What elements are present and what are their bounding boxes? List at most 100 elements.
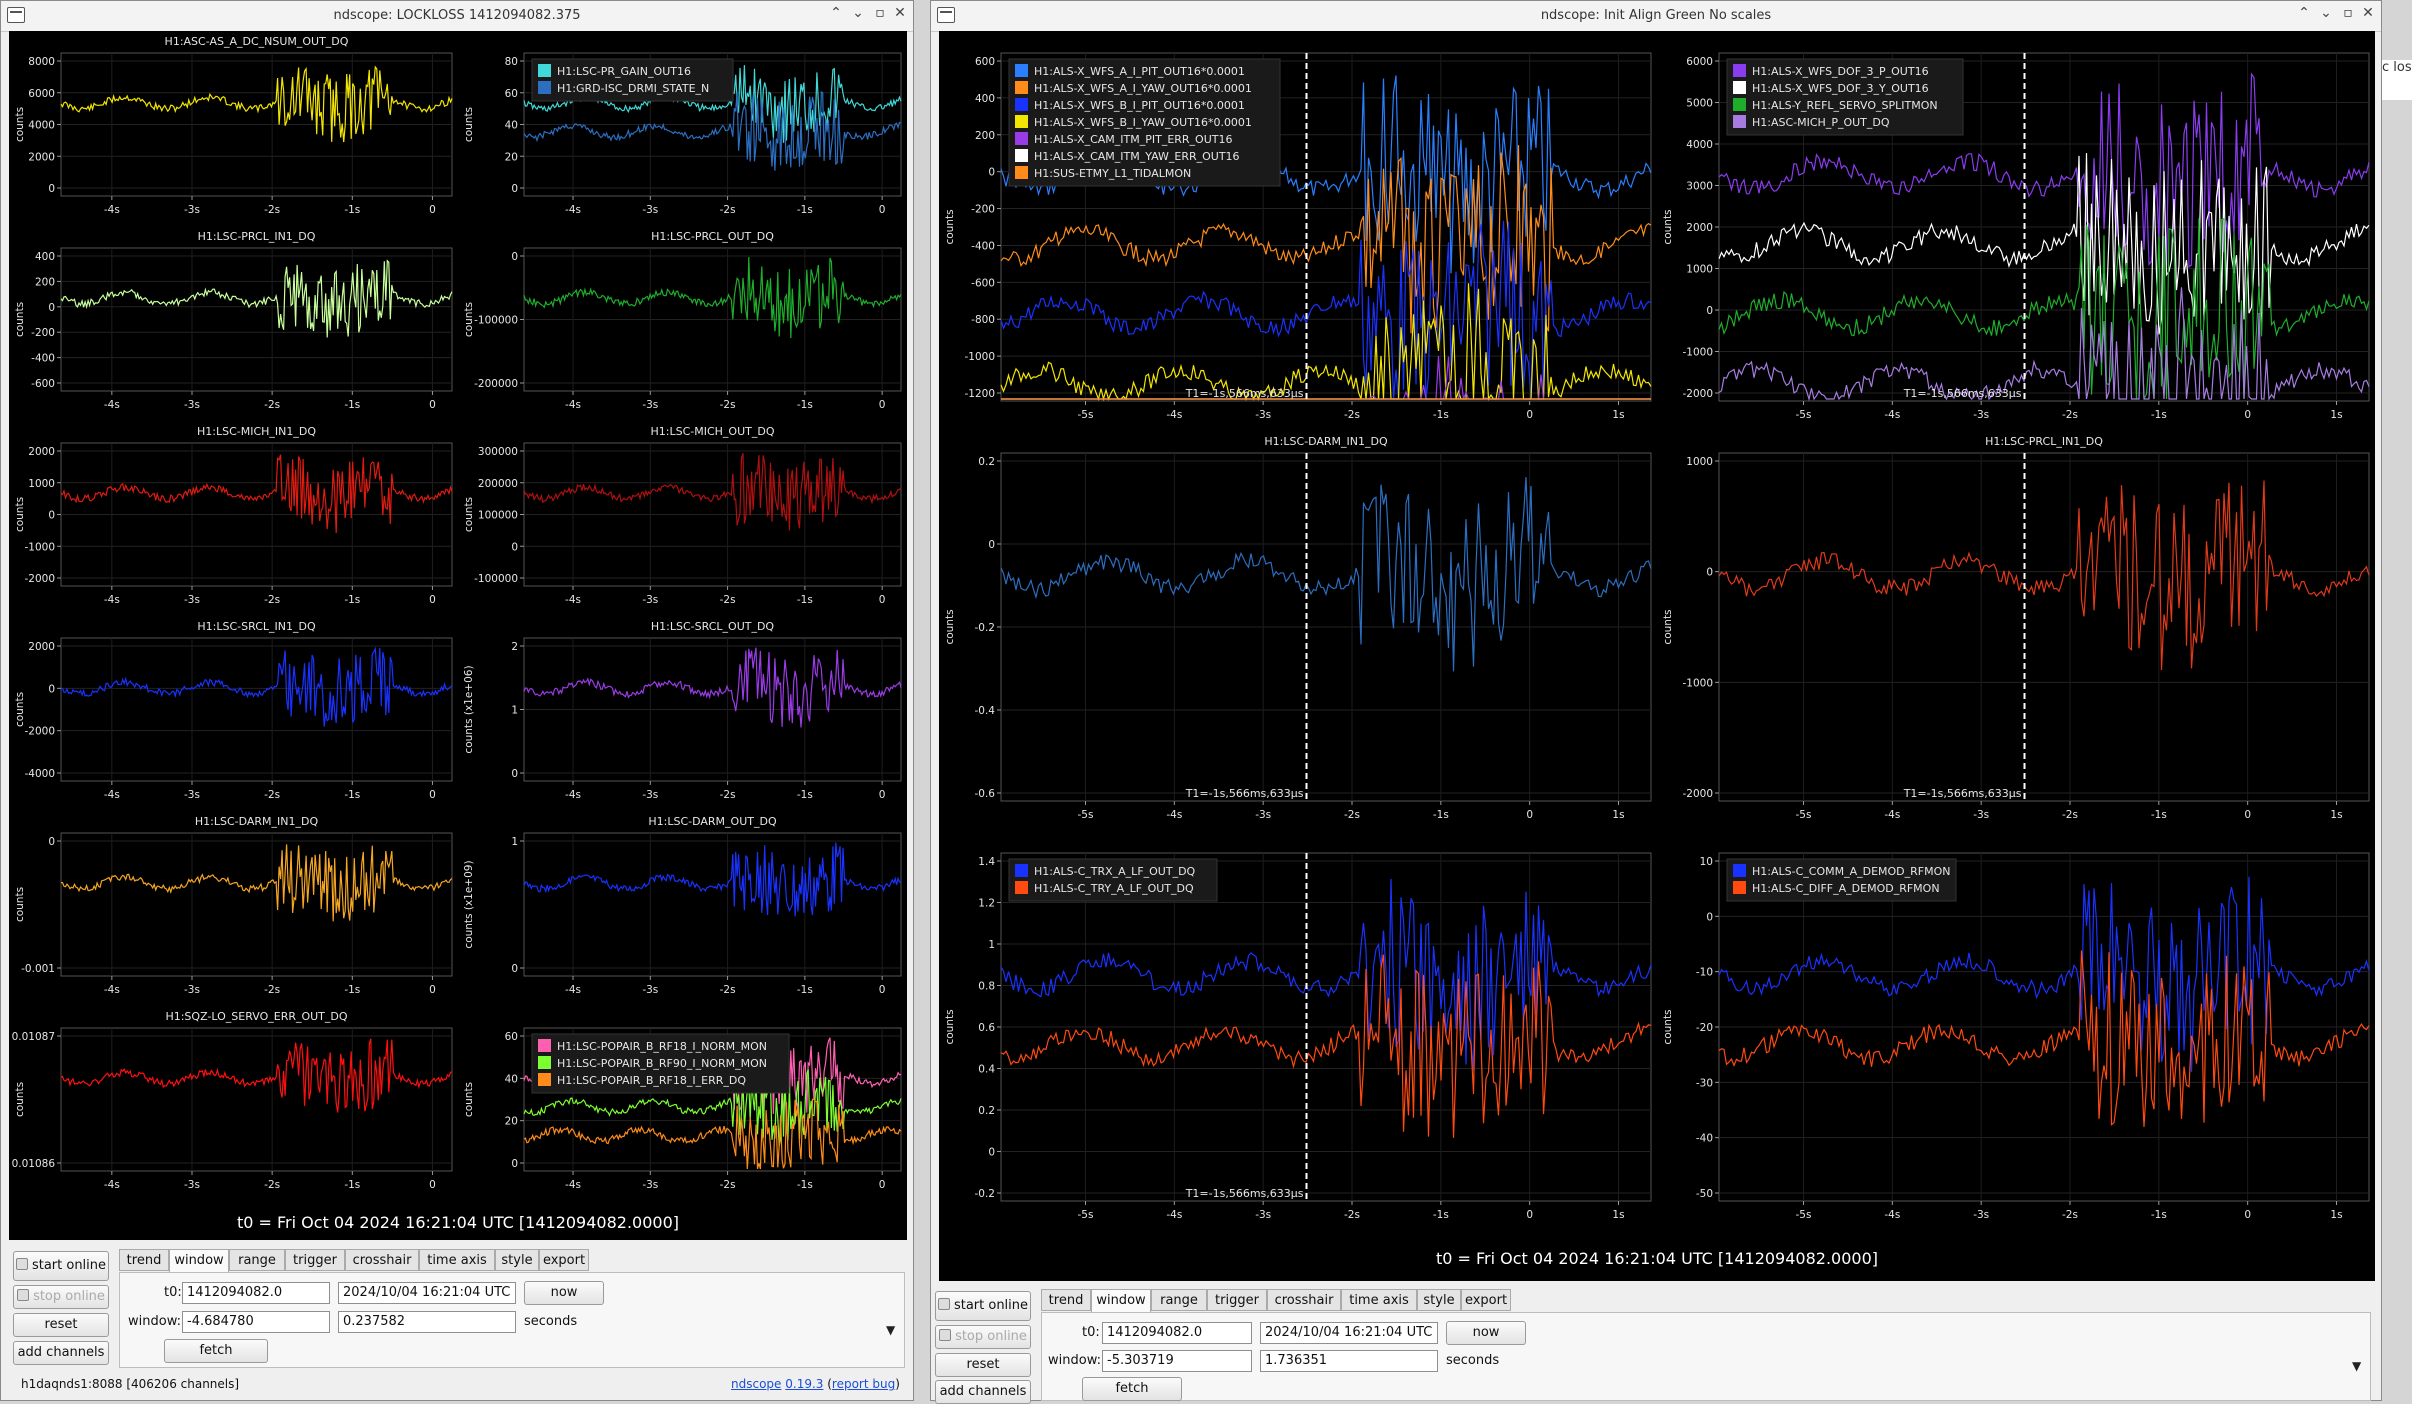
tab-export[interactable]: export [539,1249,589,1271]
report-bug-link[interactable]: report bug [831,1377,896,1391]
window-tab-panel: t0: 1412094082.0 2024/10/04 16:21:04 UTC… [1041,1312,2371,1401]
tab-trigger[interactable]: trigger [285,1249,345,1271]
window-titlebar[interactable]: ndscope: LOCKLOSS 1412094082.375 ⌃ ⌄ ▫ ✕ [1,1,913,32]
t0-gps-input[interactable]: 1412094082.0 [182,1282,330,1304]
plot-24[interactable]: 1.4 1.2 1 0.8 0.6 0.4 0.2 0 -0.2 -5s -4s -3s -2s -1s 0… [944,852,1652,1221]
stop-online-button[interactable]: stop online [13,1285,109,1309]
window-end-input[interactable]: 0.237582 [338,1311,516,1333]
add-channels-button[interactable]: add channels [935,1380,1031,1404]
legend-swatch [538,1039,551,1052]
tab-window[interactable]: window [1091,1289,1151,1313]
plot-22[interactable]: H1:LSC-DARM_IN1_DQ 0.2 0 -0.2 -0.4 -0.6 -5s -4s… [944,435,1652,821]
legend[interactable]: H1:ALS-C_TRX_A_LF_OUT_DQ H1:ALS-C_TRY_A_L… [1008,858,1218,902]
y-tick-label: -100000 [474,573,518,585]
t0-utc-input[interactable]: 2024/10/04 16:21:04 UTC [1260,1322,1438,1344]
tab-trend[interactable]: trend [1041,1289,1091,1311]
plot-8[interactable]: H1:LSC-DARM_IN1_DQ 0 -0.001 -4s -3s -2s -1s 0 co… [14,815,453,996]
plot-6[interactable]: H1:LSC-SRCL_IN1_DQ 2000 0 -2000 -4000 -4s -3s -… [14,620,453,801]
reset-button[interactable]: reset [13,1313,109,1337]
window-start-input[interactable]: -5.303719 [1102,1350,1252,1372]
plot-title: H1:ASC-AS_A_DC_NSUM_OUT_DQ [165,35,349,48]
t0-utc-input[interactable]: 2024/10/04 16:21:04 UTC [338,1282,516,1304]
maximize-icon[interactable]: ▫ [875,5,885,21]
x-tick-label: -2s [2062,809,2078,821]
plot-3[interactable]: H1:LSC-PRCL_OUT_DQ 0 -100000 -200000 -4s -3s -… [463,230,902,411]
legend[interactable]: H1:ALS-X_WFS_DOF_3_P_OUT16 H1:ALS-X_WFS_D… [1726,58,1964,136]
window-start-input[interactable]: -4.684780 [182,1311,330,1333]
tab-trend[interactable]: trend [119,1249,169,1271]
legend-swatch [1015,98,1028,111]
y-tick-label: -600 [31,378,55,390]
close-icon[interactable]: ✕ [2362,5,2374,21]
x-tick-label: 0 [429,594,436,606]
plot-9[interactable]: H1:LSC-DARM_OUT_DQ 1 0 -4s -3s -2s -1s 0 counts … [463,815,902,996]
plot-1[interactable]: 80 60 40 20 0 -4s -3s -2s -1s 0 counts H1:LSC-PR_GA… [463,52,902,216]
tab-range[interactable]: range [229,1249,285,1271]
y-axis-label: counts [14,497,26,532]
y-tick-label: 0 [511,251,518,263]
legend[interactable]: H1:ALS-X_WFS_A_I_PIT_OUT16*0.0001 H1:ALS-… [1008,58,1281,187]
plot-21[interactable]: 6000 5000 4000 3000 2000 1000 0 -1000 -2000 -5s -4… [1662,52,2370,421]
y-tick-label: 0.8 [978,981,995,993]
minimize-icon[interactable]: ⌄ [852,5,864,21]
start-online-button[interactable]: start online [935,1291,1031,1321]
x-tick-label: -5s [1796,1209,1812,1221]
window-tab-panel: t0: 1412094082.0 2024/10/04 16:21:04 UTC… [119,1272,905,1368]
minimize-icon[interactable]: ⌄ [2320,5,2332,21]
x-tick-label: -3s [1255,409,1271,421]
x-tick-label: -2s [264,984,280,996]
ndscope-link[interactable]: ndscope [731,1377,782,1391]
window-end-input[interactable]: 1.736351 [1260,1350,1438,1372]
stop-online-button[interactable]: stop online [935,1325,1031,1349]
now-button[interactable]: now [524,1281,604,1305]
close-icon[interactable]: ✕ [894,5,906,21]
chevron-down-icon[interactable]: ▼ [886,1323,896,1337]
plot-23[interactable]: H1:LSC-PRCL_IN1_DQ 1000 0 -1000 -2000 -5s -4s -… [1662,435,2370,821]
legend[interactable]: H1:LSC-PR_GAIN_OUT16 H1:GRD-ISC_DRMI_STAT… [531,58,734,102]
plot-grid[interactable]: H1:ASC-AS_A_DC_NSUM_OUT_DQ80006000400020… [9,31,907,1240]
plot-10[interactable]: H1:SQZ-LO_SERVO_ERR_OUT_DQ 0.01087 0.01086… [12,1010,453,1191]
fetch-button[interactable]: fetch [164,1339,268,1363]
plot-0[interactable]: H1:ASC-AS_A_DC_NSUM_OUT_DQ 8000 6000 4000 20… [14,35,453,216]
chevron-down-icon[interactable]: ▼ [2352,1359,2362,1373]
y-tick-label: 3000 [1686,181,1713,193]
legend-entry: H1:ALS-X_CAM_ITM_PIT_ERR_OUT16 [1034,133,1232,146]
plot-20[interactable]: 600 400 200 0 -200 -400 -600 -800 -1000 -1200 -5s -… [944,52,1652,421]
tab-range[interactable]: range [1151,1289,1207,1311]
tab-crosshair[interactable]: crosshair [345,1249,419,1271]
fetch-button[interactable]: fetch [1082,1377,1182,1401]
plot-4[interactable]: H1:LSC-MICH_IN1_DQ 2000 1000 0 -1000 -2000 -4s… [14,425,453,606]
now-button[interactable]: now [1446,1321,1526,1345]
plot-2[interactable]: H1:LSC-PRCL_IN1_DQ 400 200 0 -200 -400 -600 -4s… [14,230,453,411]
y-tick-label: 300000 [478,446,518,458]
tab-crosshair[interactable]: crosshair [1267,1289,1341,1311]
tab-time-axis[interactable]: time axis [1341,1289,1417,1311]
tab-style[interactable]: style [1417,1289,1461,1311]
legend[interactable]: H1:LSC-POPAIR_B_RF18_I_NORM_MON H1:LSC-PO… [531,1033,790,1094]
help-icon[interactable]: ⌃ [830,5,842,21]
reset-button[interactable]: reset [935,1353,1031,1377]
add-channels-button[interactable]: add channels [13,1341,109,1365]
plot-25[interactable]: 10 0 -10 -20 -30 -40 -50 -5s -4s -3s -2s -1s 0 1s coun… [1662,852,2370,1221]
trace-line [60,844,453,922]
x-tick-label: -4s [104,399,120,411]
y-tick-label: 80 [505,56,518,68]
tab-window[interactable]: window [169,1249,229,1273]
t0-gps-input[interactable]: 1412094082.0 [1102,1322,1252,1344]
plot-5[interactable]: H1:LSC-MICH_OUT_DQ 300000 200000 100000 0 -10… [463,425,902,606]
legend[interactable]: H1:ALS-C_COMM_A_DEMOD_RFMON H1:ALS-C_DIFF… [1726,858,1957,902]
tab-trigger[interactable]: trigger [1207,1289,1267,1311]
tab-time-axis[interactable]: time axis [419,1249,495,1271]
x-tick-label: 0 [429,789,436,801]
window-titlebar[interactable]: ndscope: Init Align Green No scales ⌃ ⌄ … [931,1,2381,32]
tab-style[interactable]: style [495,1249,539,1271]
plot-7[interactable]: H1:LSC-SRCL_OUT_DQ 2 1 0 -4s -3s -2s -1s 0 counts… [463,620,902,801]
maximize-icon[interactable]: ▫ [2343,5,2353,21]
help-icon[interactable]: ⌃ [2298,5,2310,21]
start-online-button[interactable]: start online [13,1251,109,1281]
plot-11[interactable]: 60 40 20 0 -4s -3s -2s -1s 0 counts H1:LSC-POPAIR_… [463,1027,902,1191]
version-link[interactable]: 0.19.3 [785,1377,824,1391]
tab-export[interactable]: export [1461,1289,1511,1311]
x-tick-label: -4s [1166,809,1182,821]
